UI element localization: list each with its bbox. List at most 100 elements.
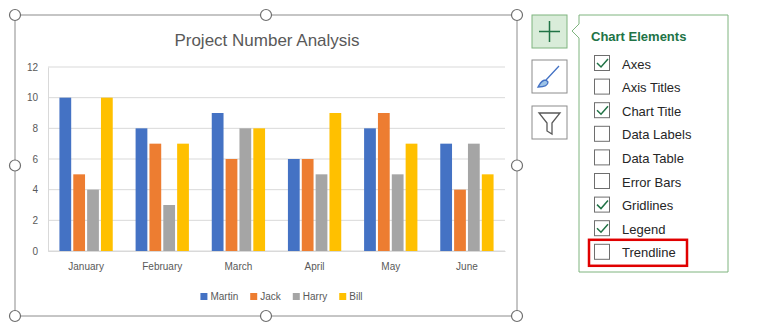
bar (136, 128, 148, 251)
brush-icon[interactable] (538, 66, 559, 87)
x-tick-label: January (68, 261, 104, 272)
element-option[interactable]: Axis Titles (595, 79, 682, 95)
option-label[interactable]: Data Table (622, 151, 684, 166)
bar-series (101, 98, 494, 251)
x-tick-label: April (305, 261, 325, 272)
bar (163, 205, 175, 251)
option-label[interactable]: Trendline (622, 245, 676, 260)
option-label[interactable]: Legend (622, 222, 665, 237)
bar (302, 159, 314, 251)
plus-icon[interactable] (539, 21, 560, 42)
y-tick: 0 (32, 246, 48, 257)
element-option[interactable]: Error Bars (595, 174, 682, 190)
y-tick-label: 4 (32, 184, 38, 195)
button-box[interactable] (532, 60, 567, 93)
y-tick: 10 (27, 92, 48, 103)
y-tick-label: 10 (27, 92, 39, 103)
y-tick-label: 6 (32, 154, 38, 165)
add-element-button[interactable] (532, 15, 567, 48)
element-option[interactable]: Axes (595, 56, 652, 72)
resize-handle[interactable] (10, 160, 21, 171)
resize-handle[interactable] (512, 311, 523, 322)
chart-frame[interactable] (15, 15, 517, 316)
gridline (48, 67, 505, 68)
bar (288, 159, 300, 251)
chart-elements-panel: Chart Elements Axes Axis Titles Chart Title… (572, 15, 728, 272)
checkbox[interactable] (595, 197, 610, 212)
legend-swatch (339, 293, 346, 300)
panel-title: Chart Elements (591, 29, 686, 44)
checkbox[interactable] (595, 244, 610, 259)
checkbox[interactable] (595, 56, 610, 71)
legend-item: Harry (293, 291, 327, 302)
option-label[interactable]: Axes (622, 57, 651, 72)
bar (177, 144, 189, 251)
y-tick: 12 (27, 62, 48, 73)
panel-box (572, 15, 728, 272)
option-label[interactable]: Chart Title (622, 104, 681, 119)
resize-handle[interactable] (261, 311, 272, 322)
bar (149, 144, 161, 251)
checkbox[interactable] (595, 150, 610, 165)
checkbox[interactable] (595, 126, 610, 141)
bars (59, 98, 493, 251)
option-label[interactable]: Axis Titles (622, 80, 681, 95)
checkbox[interactable] (595, 79, 610, 94)
checkmark[interactable] (597, 224, 608, 232)
checkbox[interactable] (595, 174, 610, 189)
x-tick: January (68, 251, 104, 272)
resize-handle[interactable] (261, 10, 272, 21)
bar-series (73, 113, 466, 251)
checkmark[interactable] (597, 59, 608, 67)
x-axis: January February March April May June (49, 251, 506, 272)
y-axis-line (48, 68, 49, 252)
x-tick: June (456, 251, 478, 272)
option-label[interactable]: Gridlines (622, 198, 674, 213)
bar (440, 144, 452, 251)
bar (253, 128, 265, 251)
gridlines (48, 67, 505, 251)
bar (101, 98, 113, 251)
option-label[interactable]: Data Labels (622, 127, 692, 142)
x-tick: May (381, 251, 400, 272)
y-axis: 0 2 4 6 8 10 12 (27, 62, 49, 257)
element-option[interactable]: Data Labels (595, 126, 692, 142)
bar (73, 174, 85, 251)
checkmark[interactable] (597, 201, 608, 209)
element-option[interactable]: Chart Title (595, 103, 682, 119)
bar (364, 128, 376, 251)
y-tick-label: 12 (27, 62, 39, 73)
button-box[interactable] (532, 15, 567, 48)
bar (406, 144, 418, 251)
gridline (48, 159, 505, 160)
y-tick: 8 (32, 123, 48, 134)
style-button[interactable] (532, 60, 567, 93)
element-option[interactable]: Gridlines (595, 197, 674, 213)
button-box[interactable] (532, 106, 567, 139)
x-tick-label: February (142, 261, 182, 272)
resize-handle[interactable] (10, 10, 21, 21)
filter-button[interactable] (532, 106, 567, 139)
element-option[interactable]: Trendline (589, 240, 687, 266)
checkmark[interactable] (597, 106, 608, 114)
resize-handle[interactable] (10, 311, 21, 322)
legend-item: Bill (339, 291, 362, 302)
x-tick: April (305, 251, 325, 272)
legend-item: Jack (250, 291, 282, 302)
element-option[interactable]: Legend (595, 221, 666, 237)
x-tick-label: March (225, 261, 253, 272)
bar (392, 174, 404, 251)
y-tick-label: 0 (32, 246, 38, 257)
element-option[interactable]: Data Table (595, 150, 684, 166)
resize-handle[interactable] (512, 10, 523, 21)
gridline (48, 251, 505, 252)
checkbox[interactable] (595, 221, 610, 236)
option-label[interactable]: Error Bars (622, 175, 682, 190)
y-tick-label: 2 (32, 215, 38, 226)
filter-icon[interactable] (539, 113, 560, 134)
legend-item: Martin (200, 291, 238, 302)
checkbox[interactable] (595, 103, 610, 118)
resize-handle[interactable] (512, 160, 523, 171)
x-tick: February (142, 251, 182, 272)
y-tick: 2 (32, 215, 48, 226)
